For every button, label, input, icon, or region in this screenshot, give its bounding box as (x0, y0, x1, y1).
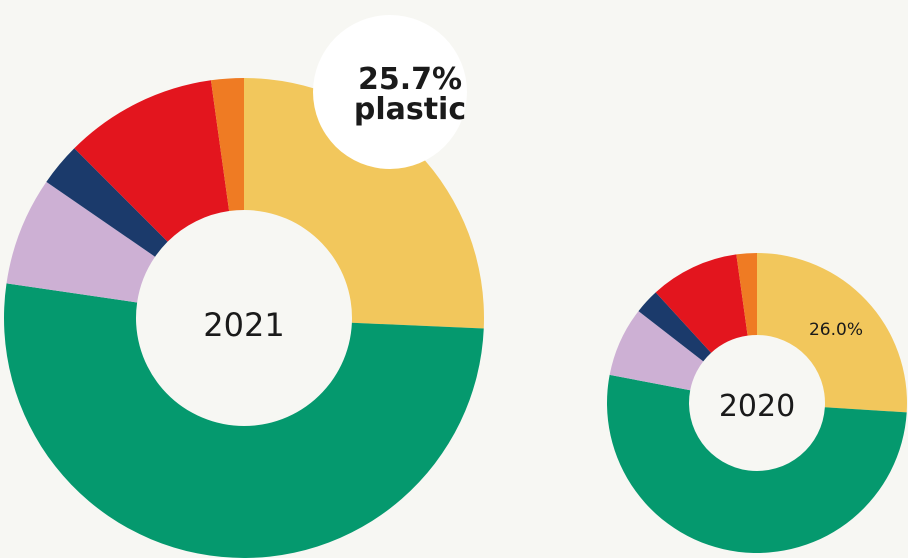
donut-2020 (606, 253, 907, 554)
donut-slice (655, 254, 748, 353)
donut-slice (736, 253, 757, 336)
callout-value: 25.7% (358, 62, 462, 97)
callout-bubble (313, 15, 467, 169)
donut-slice (74, 80, 230, 242)
donut-slice (46, 148, 168, 257)
center-label-2021: 2021 (203, 306, 284, 344)
data-label-2020: 26.0% (809, 320, 863, 340)
donut-slice (210, 78, 244, 212)
donut-slice (6, 181, 156, 303)
donut-slice (4, 283, 484, 558)
plastic-callout: 25.7% plastic (313, 15, 467, 169)
donut-slice (757, 253, 907, 413)
donut-slice (638, 292, 712, 362)
callout-label: plastic (354, 92, 466, 127)
donut-slice (244, 78, 484, 329)
donut-slice (609, 311, 704, 391)
donut-slice (606, 374, 907, 554)
donut-2021 (4, 78, 484, 558)
center-label-2020: 2020 (719, 389, 795, 424)
